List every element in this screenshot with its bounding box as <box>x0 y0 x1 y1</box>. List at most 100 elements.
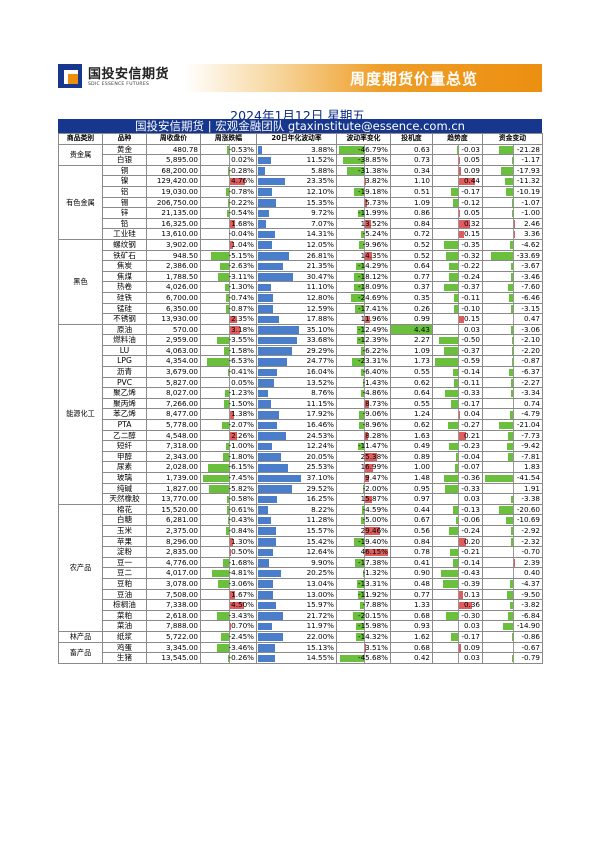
value-bar <box>513 230 516 239</box>
cell-value: 11.10% <box>306 282 334 292</box>
zero-line <box>364 399 365 408</box>
cell-value: -3.46 <box>521 271 540 281</box>
zero-line <box>229 473 230 483</box>
bar-cell: -0.17 <box>432 185 483 198</box>
cell-value: 0.05 <box>463 208 480 218</box>
bar-cell: -9.50 <box>482 588 543 601</box>
cell-value: 14.31% <box>306 229 334 239</box>
zero-line <box>364 208 365 218</box>
zero-line <box>513 420 514 430</box>
value-bar <box>229 241 233 250</box>
value-bar <box>216 336 229 345</box>
zero-line <box>229 219 230 228</box>
value-bar <box>258 453 282 461</box>
bar-cell: -6.40% <box>336 366 391 378</box>
value-bar <box>229 538 234 546</box>
close-price: 4,026.00 <box>146 281 201 293</box>
speculation: 0.68 <box>390 609 433 622</box>
zero-line <box>513 166 514 175</box>
table-row: 豆粕 3,078.00 -3.06% 13.04% -13.31% 0.48 -0.39 -4… <box>59 577 543 590</box>
zero-line <box>364 431 365 440</box>
value-bar <box>354 559 364 567</box>
speculation: 1.09 <box>390 344 433 357</box>
zero-line <box>229 187 230 197</box>
speculation: 0.89 <box>390 450 433 463</box>
zero-line <box>513 282 514 292</box>
value-bar <box>458 538 466 546</box>
category-cell: 能源化工 <box>58 323 103 505</box>
value-bar <box>511 527 513 536</box>
page-title: 周度期货价量总览 <box>349 70 478 88</box>
value-bar <box>452 368 458 377</box>
cell-value: 0.32 <box>463 218 480 228</box>
value-bar <box>258 262 283 271</box>
cell-value: -9.42 <box>521 441 540 451</box>
bar-cell: 0.15 <box>432 313 483 325</box>
cell-value: -19.40% <box>358 536 388 546</box>
bar-cell: -4.81% <box>200 567 257 579</box>
bar-cell: -2.20 <box>482 344 543 357</box>
cell-value: 13.00% <box>306 589 334 599</box>
zero-line <box>364 176 365 186</box>
bar-cell: -20.60 <box>482 503 543 516</box>
table-row: 工业硅 13,610.00 -0.04% 14.31% -5.24% 0.72 0.15 3.… <box>59 228 543 240</box>
cell-value: -1.23% <box>228 388 254 398</box>
zero-line <box>513 632 514 642</box>
commodity-name: PVC <box>102 376 147 389</box>
cell-value: -3.43% <box>228 610 254 620</box>
value-bar <box>258 485 293 493</box>
bar-cell: -46.79% <box>336 143 391 156</box>
cell-value: 14.35% <box>360 250 388 260</box>
speculation: 0.44 <box>390 503 433 516</box>
bar-cell: -31.38% <box>336 164 391 177</box>
cell-value: -1.32% <box>362 568 388 578</box>
bar-cell: -38.85% <box>336 154 391 166</box>
commodity-name: 燃料油 <box>102 334 147 346</box>
bar-cell: -21.28 <box>482 143 543 156</box>
bar-cell: -1.00% <box>200 440 257 452</box>
value-bar <box>452 506 458 514</box>
zero-line <box>364 568 365 578</box>
value-bar <box>512 633 513 641</box>
bar-cell: 0.09 <box>432 164 483 177</box>
bar-cell: 8.76% <box>256 387 337 399</box>
zero-line <box>458 261 459 271</box>
bar-cell: -1.58% <box>200 344 257 357</box>
zero-line <box>513 568 514 578</box>
bar-cell: 14.35% <box>336 249 391 262</box>
value-bar <box>364 199 368 207</box>
bar-cell: 0.20 <box>432 535 483 548</box>
cell-value: 3.51% <box>365 642 388 652</box>
cell-value: 12.80% <box>306 292 334 302</box>
bar-cell: 2.35% <box>200 313 257 325</box>
zero-line <box>229 505 230 514</box>
cell-value: -23.31% <box>358 356 388 366</box>
cell-value: -31.38% <box>358 165 388 175</box>
cell-value: -5.24% <box>362 229 388 239</box>
bar-cell: -1.43% <box>336 376 391 389</box>
cell-value: 0.21 <box>463 430 480 440</box>
cell-value: -1.17 <box>521 155 540 165</box>
cell-value: 33.68% <box>306 335 334 345</box>
cell-value: 0.47 <box>523 314 540 324</box>
cell-value: 17.88% <box>306 314 334 324</box>
bar-cell: -4.59% <box>336 503 391 516</box>
value-bar <box>229 432 237 440</box>
cell-value: -0.14 <box>461 367 480 377</box>
value-bar <box>258 326 299 334</box>
close-price: 19,030.00 <box>146 185 201 198</box>
bar-cell: -0.14 <box>432 556 483 569</box>
close-price: 6,350.00 <box>146 302 201 315</box>
table-row: 农产品 棉花 15,520.00 -0.61% 8.22% -4.59% 0.44 -0.13… <box>58 503 543 632</box>
column-header: 投机度 <box>390 133 433 145</box>
cell-value: 0.04 <box>463 409 480 419</box>
speculation: 0.49 <box>390 440 433 452</box>
zero-line <box>229 145 230 154</box>
table-row: 能源化工 原油 570.00 3.18% 35.10% -12.49% 4.43 0.03 -3… <box>58 323 543 505</box>
bar-cell: -1.68% <box>200 556 257 569</box>
value-bar <box>508 294 513 302</box>
value-bar <box>203 474 229 483</box>
cell-value: -0.24 <box>461 271 480 281</box>
bar-cell: -0.03 <box>432 143 483 156</box>
value-bar <box>458 601 472 610</box>
